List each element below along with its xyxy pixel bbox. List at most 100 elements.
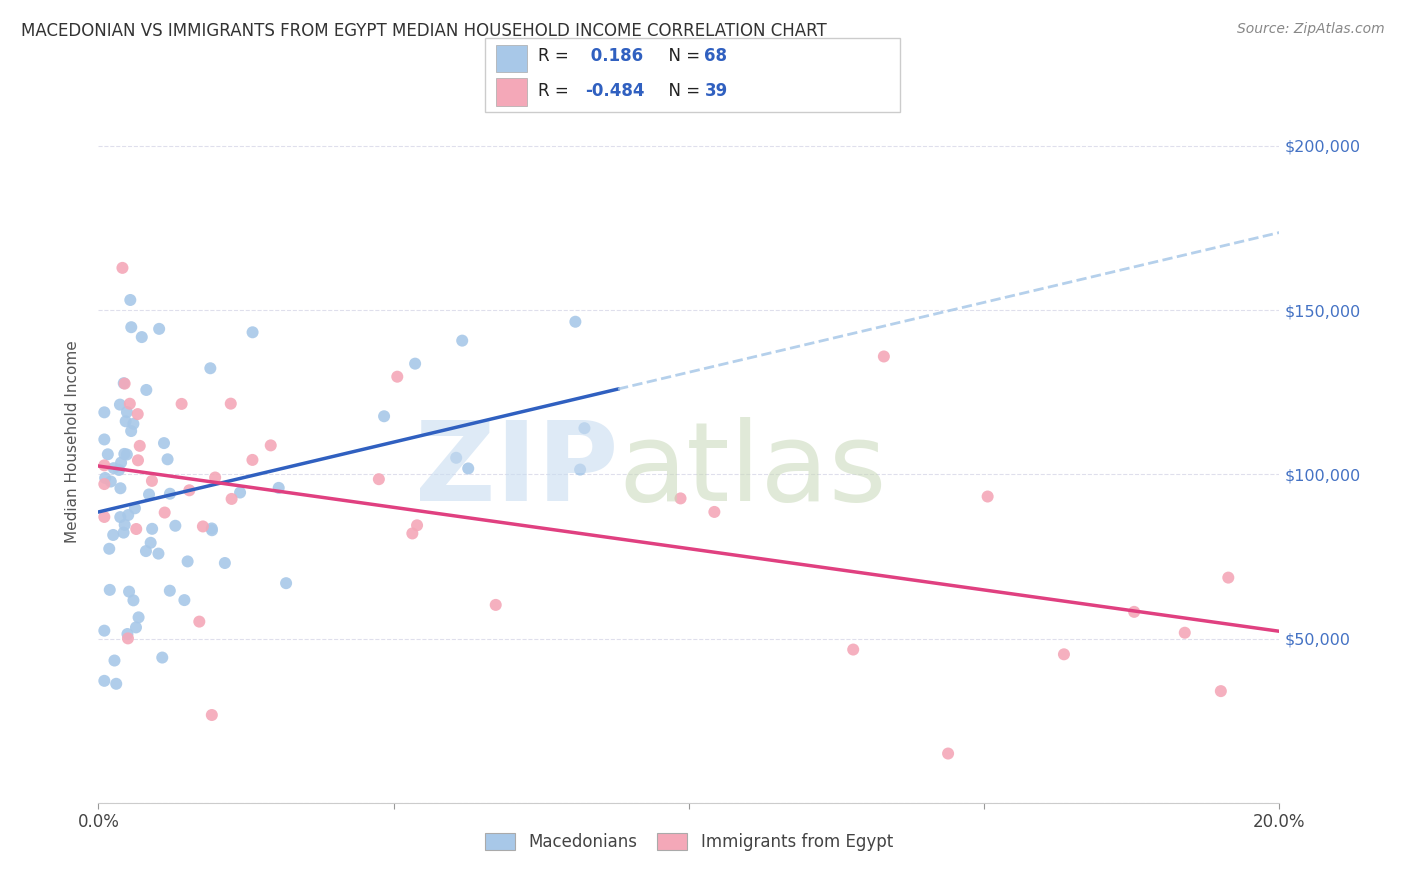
Point xyxy=(200,361,222,376)
Text: ZIP: ZIP xyxy=(415,417,619,524)
Point xyxy=(98,541,121,556)
Text: atlas: atlas xyxy=(619,417,887,524)
Point xyxy=(451,334,474,348)
Point xyxy=(260,438,283,452)
Point xyxy=(191,519,214,533)
Point xyxy=(100,475,122,489)
Text: MACEDONIAN VS IMMIGRANTS FROM EGYPT MEDIAN HOUSEHOLD INCOME CORRELATION CHART: MACEDONIAN VS IMMIGRANTS FROM EGYPT MEDI… xyxy=(21,22,827,40)
Text: R =: R = xyxy=(538,47,575,65)
Point xyxy=(127,407,149,421)
Point xyxy=(221,491,243,506)
Point xyxy=(118,397,141,411)
Point xyxy=(457,461,479,475)
Point xyxy=(201,708,224,723)
Text: N =: N = xyxy=(658,82,706,100)
Point xyxy=(110,510,132,524)
Point xyxy=(201,523,224,537)
Point xyxy=(110,481,132,495)
Point xyxy=(842,642,865,657)
Point xyxy=(93,458,115,473)
Point xyxy=(135,383,157,397)
Point xyxy=(103,528,125,542)
Point xyxy=(98,582,121,597)
Point xyxy=(148,547,170,561)
Point xyxy=(112,376,135,391)
Point xyxy=(110,456,132,470)
Point xyxy=(406,518,429,533)
Point xyxy=(179,483,201,498)
Point xyxy=(267,481,290,495)
Point xyxy=(114,517,136,532)
Point xyxy=(105,677,128,691)
Point xyxy=(103,461,125,475)
Point xyxy=(1174,625,1197,640)
Legend: Macedonians, Immigrants from Egypt: Macedonians, Immigrants from Egypt xyxy=(477,825,901,860)
Point xyxy=(201,521,224,535)
Point xyxy=(367,472,389,486)
Point xyxy=(108,398,131,412)
Point xyxy=(120,293,142,307)
Point xyxy=(94,471,117,485)
Point xyxy=(103,654,125,668)
Point xyxy=(485,598,508,612)
Point xyxy=(93,477,115,491)
Point xyxy=(112,447,135,461)
Point xyxy=(112,525,135,540)
Point xyxy=(115,405,138,419)
Point xyxy=(574,421,596,435)
Point xyxy=(156,452,179,467)
Text: 68: 68 xyxy=(704,47,727,65)
Point xyxy=(242,326,264,340)
Point xyxy=(93,673,115,688)
Point xyxy=(97,447,120,461)
Point xyxy=(176,554,198,568)
Point xyxy=(114,414,136,428)
Point xyxy=(141,522,163,536)
Point xyxy=(165,518,187,533)
Point xyxy=(274,576,297,591)
Point xyxy=(93,510,115,524)
Point xyxy=(219,397,242,411)
Point xyxy=(139,535,162,549)
Point xyxy=(1123,605,1146,619)
Text: N =: N = xyxy=(658,47,706,65)
Point xyxy=(242,453,264,467)
Point xyxy=(173,593,195,607)
Point xyxy=(128,610,150,624)
Point xyxy=(387,369,409,384)
Point xyxy=(444,450,467,465)
Point xyxy=(229,485,252,500)
Text: Source: ZipAtlas.com: Source: ZipAtlas.com xyxy=(1237,22,1385,37)
Point xyxy=(125,522,148,536)
Point xyxy=(93,433,115,447)
Point xyxy=(564,315,586,329)
Point xyxy=(159,487,181,501)
Point xyxy=(138,487,160,501)
Point xyxy=(214,556,236,570)
Point xyxy=(873,350,896,364)
Point xyxy=(150,650,173,665)
Point xyxy=(117,508,139,522)
Point xyxy=(936,747,959,761)
Point xyxy=(153,506,176,520)
Point xyxy=(111,260,134,275)
Point xyxy=(117,627,139,641)
Point xyxy=(153,436,176,450)
Y-axis label: Median Household Income: Median Household Income xyxy=(65,340,80,543)
Point xyxy=(373,409,395,424)
Point xyxy=(141,474,163,488)
Point xyxy=(1053,648,1076,662)
Point xyxy=(404,357,426,371)
Point xyxy=(122,593,145,607)
Point xyxy=(159,583,181,598)
Point xyxy=(188,615,211,629)
Point xyxy=(125,620,148,634)
Point xyxy=(170,397,193,411)
Point xyxy=(669,491,692,506)
Point xyxy=(93,624,115,638)
Point xyxy=(93,405,115,419)
Point xyxy=(118,584,141,599)
Point xyxy=(131,330,153,344)
Point xyxy=(1218,571,1240,585)
Point xyxy=(204,470,226,484)
